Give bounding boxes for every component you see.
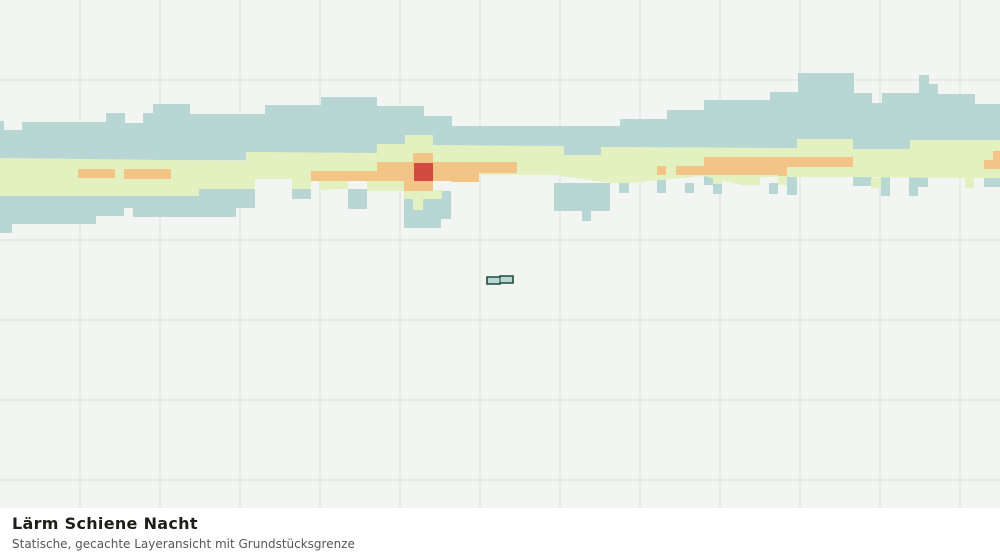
layer-title: Lärm Schiene Nacht — [12, 514, 198, 533]
parcel-boundary[interactable] — [486, 275, 514, 285]
map-canvas — [0, 0, 1000, 508]
map-view[interactable] — [0, 0, 1000, 508]
layer-subtitle: Statische, gecachte Layeransicht mit Gru… — [12, 537, 355, 551]
map-caption: Lärm Schiene Nacht Statische, gecachte L… — [0, 508, 1000, 560]
noise-hotspot — [414, 163, 433, 181]
